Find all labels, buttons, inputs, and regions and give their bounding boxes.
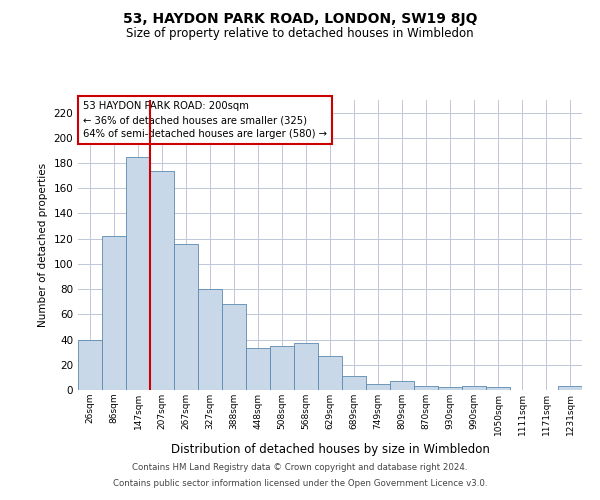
Y-axis label: Number of detached properties: Number of detached properties bbox=[38, 163, 48, 327]
Bar bbox=[198, 289, 222, 390]
Text: 53 HAYDON PARK ROAD: 200sqm
← 36% of detached houses are smaller (325)
64% of se: 53 HAYDON PARK ROAD: 200sqm ← 36% of det… bbox=[83, 102, 327, 140]
Bar bbox=[558, 386, 582, 390]
Bar bbox=[270, 346, 294, 390]
Bar bbox=[342, 376, 366, 390]
Text: Contains HM Land Registry data © Crown copyright and database right 2024.: Contains HM Land Registry data © Crown c… bbox=[132, 464, 468, 472]
Text: Size of property relative to detached houses in Wimbledon: Size of property relative to detached ho… bbox=[126, 28, 474, 40]
Bar bbox=[246, 348, 270, 390]
Bar bbox=[294, 344, 318, 390]
Bar bbox=[78, 340, 102, 390]
Text: Contains public sector information licensed under the Open Government Licence v3: Contains public sector information licen… bbox=[113, 478, 487, 488]
Bar bbox=[414, 386, 438, 390]
Bar bbox=[126, 156, 150, 390]
Bar bbox=[102, 236, 126, 390]
Text: 53, HAYDON PARK ROAD, LONDON, SW19 8JQ: 53, HAYDON PARK ROAD, LONDON, SW19 8JQ bbox=[123, 12, 477, 26]
Bar bbox=[486, 388, 510, 390]
Bar bbox=[366, 384, 390, 390]
Bar bbox=[438, 388, 462, 390]
Bar bbox=[174, 244, 198, 390]
Bar bbox=[390, 381, 414, 390]
Bar bbox=[222, 304, 246, 390]
Bar bbox=[150, 170, 174, 390]
Bar bbox=[318, 356, 342, 390]
Bar bbox=[462, 386, 486, 390]
X-axis label: Distribution of detached houses by size in Wimbledon: Distribution of detached houses by size … bbox=[170, 443, 490, 456]
